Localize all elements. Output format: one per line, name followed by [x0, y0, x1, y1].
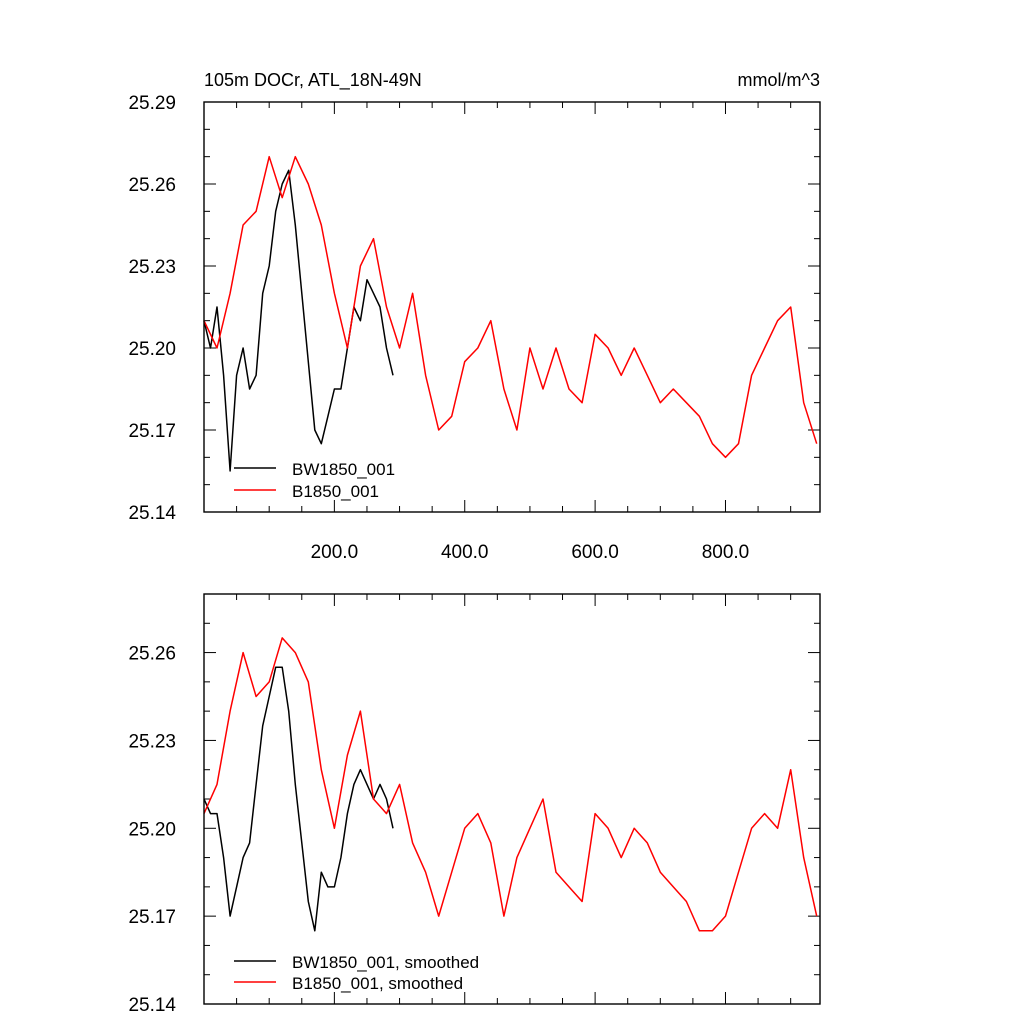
- y-tick-label: 25.23: [128, 731, 176, 752]
- y-tick-label: 25.17: [128, 421, 176, 442]
- x-tick-label: 400.0: [441, 542, 489, 563]
- top-plot-frame: [203, 101, 821, 513]
- y-tick-label: 25.26: [128, 175, 176, 196]
- y-tick-label: 25.17: [128, 907, 176, 928]
- y-tick-label: 25.20: [128, 819, 176, 840]
- top-axis-labels: 25.14 25.17 25.20 25.23 25.26 25.29 200.0 400.0…: [128, 93, 749, 563]
- bottom-panel: 25.14 25.17 25.20 25.23 25.26 BW1850_001, sm…: [128, 593, 821, 1016]
- bottom-legend-label-0: BW1850_001, smoothed: [292, 953, 479, 972]
- top-chart-title: 105m DOCr, ATL_18N-49N: [204, 70, 422, 91]
- y-tick-label: 25.14: [128, 995, 176, 1016]
- bottom-series-lines: [203, 637, 818, 932]
- y-tick-label: 25.23: [128, 257, 176, 278]
- x-tick-label: 200.0: [311, 542, 359, 563]
- series-line-1: [203, 637, 818, 932]
- series-line-0: [203, 666, 394, 932]
- top-legend-label-1: B1850_001: [292, 482, 379, 501]
- y-tick-label: 25.14: [128, 503, 176, 524]
- x-tick-label: 800.0: [702, 542, 750, 563]
- bottom-legend-label-1: B1850_001, smoothed: [292, 974, 463, 993]
- bottom-legend: BW1850_001, smoothed B1850_001, smoothed: [234, 953, 479, 993]
- bottom-axis-ticks: [204, 594, 820, 1004]
- y-tick-label: 25.26: [128, 644, 176, 665]
- top-chart-units: mmol/m^3: [738, 70, 820, 90]
- top-axis-ticks: [204, 102, 820, 512]
- top-series-lines: [203, 155, 818, 472]
- top-legend: BW1850_001 B1850_001: [234, 460, 395, 501]
- x-tick-label: 600.0: [571, 542, 619, 563]
- top-legend-label-0: BW1850_001: [292, 460, 395, 479]
- y-tick-label: 25.29: [128, 93, 176, 114]
- y-tick-label: 25.20: [128, 339, 176, 360]
- bottom-plot-frame: [203, 593, 821, 1005]
- series-line-1: [203, 155, 818, 459]
- series-line-0: [203, 169, 394, 472]
- top-panel: 105m DOCr, ATL_18N-49N mmol/m^3 25.1425.…: [128, 70, 821, 563]
- bottom-axis-labels: 25.14 25.17 25.20 25.23 25.26: [128, 644, 176, 1016]
